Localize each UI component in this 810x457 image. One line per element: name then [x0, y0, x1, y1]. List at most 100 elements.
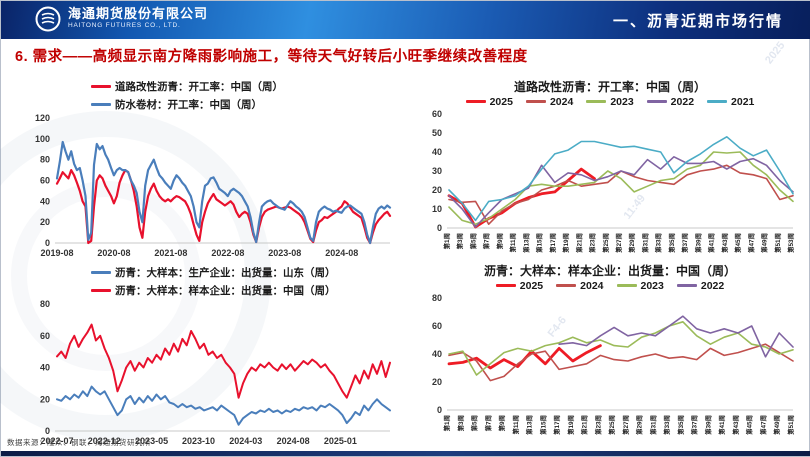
series-line — [448, 164, 794, 225]
svg-text:第3周: 第3周 — [456, 415, 465, 431]
chart-legend: 2025 2024 2023 2022 — [419, 279, 801, 292]
svg-text:第29周: 第29周 — [635, 415, 644, 435]
svg-text:第53周: 第53周 — [786, 233, 795, 253]
chart-shipment-seasonal: 沥青：大样本：样本企业：出货量：中国（周） 2025 2024 2023 2022 0… — [419, 263, 801, 455]
chart-legend: 道路改性沥青：开工率：中国（周） 防水卷材：开工率：中国（周） — [23, 79, 398, 112]
legend-swatch — [91, 289, 111, 292]
svg-text:第49周: 第49周 — [772, 415, 781, 435]
svg-text:60: 60 — [40, 176, 50, 186]
chart-plot: 0 20 40 60 80 100 120 2019-08 2020-08 2021-08 2022… — [23, 112, 398, 266]
svg-text:第15周: 第15周 — [538, 415, 547, 435]
chart-legend: 2025 2024 2023 2022 2021 — [419, 95, 801, 108]
svg-text:2022-12: 2022-12 — [88, 436, 121, 446]
svg-text:第37周: 第37周 — [680, 233, 689, 253]
svg-text:100: 100 — [35, 134, 50, 144]
legend-item: 2025 — [465, 96, 513, 108]
legend-item: 2023 — [586, 95, 634, 108]
svg-text:60: 60 — [432, 321, 442, 331]
svg-text:第17周: 第17周 — [552, 415, 561, 435]
company-name-en: HAITONG FUTURES CO., LTD. — [68, 22, 181, 29]
svg-text:2022-07: 2022-07 — [40, 436, 73, 446]
svg-text:第51周: 第51周 — [773, 233, 782, 253]
legend-label: 2024 — [549, 95, 574, 108]
chart-title: 沥青：大样本：样本企业：出货量：中国（周） — [483, 264, 736, 278]
svg-text:第33周: 第33周 — [662, 415, 671, 435]
bottom-accent-bar — [1, 451, 810, 456]
svg-text:第27周: 第27周 — [614, 233, 623, 253]
legend-item: 道路改性沥青：开工率：中国（周） — [91, 79, 398, 94]
svg-text:第51周: 第51周 — [786, 415, 795, 435]
series-line — [448, 343, 794, 382]
company-name: 海通期货股份有限公司 — [68, 7, 209, 22]
svg-text:2023-05: 2023-05 — [135, 436, 168, 446]
legend-item: 2024 — [525, 95, 574, 108]
svg-text:20: 20 — [40, 394, 50, 404]
svg-text:第19周: 第19周 — [566, 415, 575, 435]
svg-text:2020-08: 2020-08 — [97, 248, 130, 258]
chart-title: 道路改性沥青：开工率：中国（周） — [513, 80, 706, 94]
svg-text:第39周: 第39周 — [693, 233, 702, 253]
svg-text:第49周: 第49周 — [760, 233, 769, 253]
svg-text:第23周: 第23周 — [593, 415, 602, 435]
legend-swatch — [556, 284, 577, 287]
plot-svg: 0 20 40 60 80 100 120 2019-08 2020-08 2021-08 2022… — [35, 113, 392, 258]
legend-label: 2023 — [610, 95, 634, 108]
svg-text:60: 60 — [432, 109, 442, 119]
legend-label: 2022 — [700, 279, 725, 292]
legend-swatch — [676, 284, 697, 287]
svg-text:10: 10 — [432, 204, 442, 214]
svg-text:第43周: 第43周 — [731, 415, 740, 435]
svg-text:第27周: 第27周 — [621, 415, 630, 435]
legend-swatch — [91, 103, 111, 106]
legend-swatch — [646, 100, 667, 103]
svg-text:第9周: 第9周 — [495, 233, 504, 249]
svg-text:0: 0 — [45, 426, 50, 436]
svg-text:第25周: 第25周 — [607, 415, 616, 435]
svg-text:第11周: 第11周 — [508, 233, 517, 253]
plot-svg: 0 20 40 60 80 2022-07 2022-12 2023-05 2023-10 202… — [40, 299, 391, 446]
series-line — [55, 140, 392, 245]
legend-item: 2022 — [646, 95, 695, 108]
svg-text:20: 20 — [40, 217, 50, 227]
svg-text:第9周: 第9周 — [497, 415, 506, 431]
svg-text:第13周: 第13周 — [521, 233, 530, 253]
series-line — [447, 167, 596, 229]
svg-text:第1周: 第1周 — [442, 233, 451, 249]
legend-swatch — [525, 100, 546, 103]
company-logo-block: 海通期货股份有限公司 HAITONG FUTURES CO., LTD. — [35, 6, 208, 32]
legend-swatch — [91, 85, 111, 88]
legend-label: 沥青：大样本：生产企业：出货量：山东（周） — [115, 267, 336, 279]
series-line — [448, 151, 794, 225]
svg-text:2021-08: 2021-08 — [154, 248, 187, 258]
header-bar: 海通期货股份有限公司 HAITONG FUTURES CO., LTD. 一、沥… — [1, 1, 810, 39]
legend-swatch — [465, 100, 486, 103]
svg-text:第39周: 第39周 — [703, 415, 712, 435]
chart-plot: 0 10 20 30 40 50 60 第1周 第3周 第5周 第7周 第9周 第11周 第13周 第15周… — [419, 108, 801, 273]
svg-text:第45周: 第45周 — [733, 233, 742, 253]
svg-text:2024-03: 2024-03 — [229, 436, 262, 446]
svg-text:2023-08: 2023-08 — [268, 248, 301, 258]
svg-text:第47周: 第47周 — [746, 233, 755, 253]
chart-plot: 0 20 40 60 80 2022-07 2022-12 2023-05 2023-10 202… — [23, 298, 398, 454]
legend-swatch — [586, 100, 607, 103]
legend-label: 2022 — [670, 95, 695, 108]
svg-text:第23周: 第23周 — [588, 233, 597, 253]
svg-text:第21周: 第21周 — [580, 415, 589, 435]
series-line — [448, 136, 794, 222]
svg-text:80: 80 — [432, 293, 442, 303]
chart-shipment-timeseries: 沥青：大样本：生产企业：出货量：山东（周） 沥青：大样本：样本企业：出货量：中国（… — [23, 265, 398, 449]
svg-text:第15周: 第15周 — [535, 233, 544, 253]
legend-label: 道路改性沥青：开工率：中国（周） — [115, 81, 283, 93]
legend-item: 沥青：大样本：生产企业：出货量：山东（周） — [91, 265, 398, 280]
chart-operating-rate-seasonal: 道路改性沥青：开工率：中国（周） 2025 2024 2023 2022 2021 0 1… — [419, 79, 801, 273]
svg-text:第47周: 第47周 — [758, 415, 767, 435]
svg-text:0: 0 — [437, 223, 442, 233]
svg-text:40: 40 — [40, 196, 50, 206]
svg-text:2025-01: 2025-01 — [324, 436, 357, 446]
svg-text:50: 50 — [432, 128, 442, 138]
svg-text:第35周: 第35周 — [667, 233, 676, 253]
svg-text:60: 60 — [40, 331, 50, 341]
svg-text:40: 40 — [432, 147, 442, 157]
svg-text:30: 30 — [432, 166, 442, 176]
legend-swatch — [616, 284, 637, 287]
